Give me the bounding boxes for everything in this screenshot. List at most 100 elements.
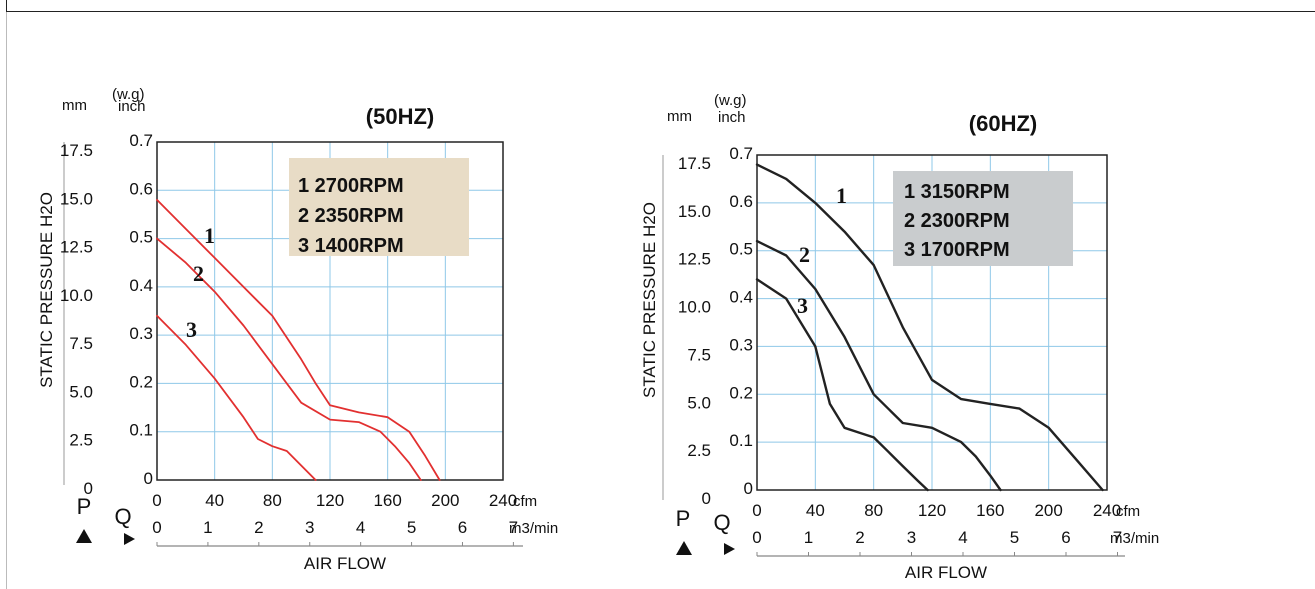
x-tick-m3: 0 bbox=[152, 518, 161, 537]
m3-unit-label: m3/min bbox=[1110, 530, 1159, 547]
x-tick-m3: 7 bbox=[1113, 528, 1122, 547]
y-tick-mm: 0 bbox=[84, 479, 93, 498]
curve-label: 1 bbox=[836, 183, 847, 208]
y-tick-inch: 0 bbox=[744, 479, 753, 498]
curve-label: 2 bbox=[193, 261, 204, 286]
up-triangle-icon bbox=[76, 529, 92, 543]
mm-unit-label: mm bbox=[667, 108, 692, 125]
y-tick-inch: 0.5 bbox=[129, 228, 153, 247]
y-tick-mm: 5.0 bbox=[69, 382, 93, 401]
x-tick-m3: 3 bbox=[305, 518, 314, 537]
x-tick-cfm: 120 bbox=[316, 491, 344, 510]
wg-unit-label: (w.g) bbox=[112, 86, 145, 103]
x-tick-cfm: 40 bbox=[205, 491, 224, 510]
cfm-unit-label: cfm bbox=[513, 493, 537, 510]
y-axis-title: STATIC PRESSURE H2O bbox=[37, 192, 56, 388]
x-tick-cfm: 0 bbox=[152, 491, 161, 510]
legend-entry: 2 2350RPM bbox=[298, 205, 404, 227]
y-tick-mm: 10.0 bbox=[678, 298, 711, 317]
y-tick-inch: 0.6 bbox=[729, 192, 753, 211]
x-tick-m3: 1 bbox=[203, 518, 212, 537]
curve-label: 3 bbox=[186, 317, 197, 342]
x-tick-cfm: 240 bbox=[1093, 501, 1121, 520]
plot-frame bbox=[156, 141, 504, 481]
x-tick-m3: 6 bbox=[1061, 528, 1070, 547]
x-tick-m3: 1 bbox=[804, 528, 813, 547]
y-tick-mm: 7.5 bbox=[69, 334, 93, 353]
curve-series-3 bbox=[755, 278, 929, 492]
inch-unit-label: inch bbox=[718, 109, 746, 126]
curve-series-1 bbox=[755, 163, 1104, 492]
top-frame bbox=[6, 0, 1315, 12]
curve-label: 1 bbox=[204, 223, 215, 248]
legend-entry: 2 2300RPM bbox=[904, 210, 1010, 232]
x-tick-cfm: 160 bbox=[976, 501, 1004, 520]
y-tick-mm: 2.5 bbox=[687, 441, 711, 460]
x-tick-m3: 7 bbox=[509, 518, 518, 537]
y-tick-inch: 0.4 bbox=[129, 276, 153, 295]
right-triangle-icon bbox=[724, 543, 735, 555]
p-label: P bbox=[77, 494, 92, 519]
y-tick-inch: 0.2 bbox=[129, 372, 153, 391]
y-tick-inch: 0.1 bbox=[129, 421, 153, 440]
x-tick-m3: 3 bbox=[907, 528, 916, 547]
curve-series-3 bbox=[156, 314, 317, 481]
y-tick-mm: 17.5 bbox=[60, 141, 93, 160]
x-axis-title: AIR FLOW bbox=[304, 554, 386, 573]
x-tick-cfm: 200 bbox=[1034, 501, 1062, 520]
y-axis-title: STATIC PRESSURE H2O bbox=[640, 202, 659, 398]
x-tick-cfm: 0 bbox=[752, 501, 761, 520]
legend-entry: 3 1700RPM bbox=[904, 239, 1010, 261]
x-tick-cfm: 80 bbox=[263, 491, 282, 510]
chart-title: (50HZ) bbox=[366, 104, 434, 129]
y-tick-inch: 0 bbox=[144, 469, 153, 488]
y-tick-inch: 0.3 bbox=[129, 324, 153, 343]
plot-frame bbox=[756, 154, 1108, 491]
x-tick-m3: 5 bbox=[407, 518, 416, 537]
legend-box bbox=[893, 171, 1073, 266]
chart-60hz: (60HZ) mm (w.g)inch 0.7 0.6 0.5 0.4 0.3 0.2 0.1 0 1… bbox=[640, 92, 1159, 582]
y-tick-inch: 0.1 bbox=[729, 431, 753, 450]
y-tick-mm: 10.0 bbox=[60, 286, 93, 305]
q-label: Q bbox=[114, 504, 131, 529]
chart-title: (60HZ) bbox=[969, 111, 1037, 136]
x-axis-title: AIR FLOW bbox=[905, 563, 987, 582]
y-tick-inch: 0.2 bbox=[729, 383, 753, 402]
chart-50hz: (50HZ) mm (w.g)inch 0.7 0.6 0.5 0.4 0.3 0.2 0.1 0 1… bbox=[37, 86, 558, 573]
curve-label: 2 bbox=[799, 242, 810, 267]
curve-series-2 bbox=[156, 237, 422, 481]
y-tick-mm: 12.5 bbox=[60, 238, 93, 257]
right-triangle-icon bbox=[124, 533, 135, 545]
legend-box bbox=[289, 158, 469, 256]
y-tick-mm: 2.5 bbox=[69, 431, 93, 450]
y-tick-mm: 7.5 bbox=[687, 345, 711, 364]
y-tick-mm: 0 bbox=[702, 489, 711, 508]
curve-series-1 bbox=[156, 199, 441, 481]
wg-unit-label: (w.g) bbox=[714, 92, 747, 109]
x-tick-cfm: 240 bbox=[489, 491, 517, 510]
mm-unit-label: mm bbox=[62, 97, 87, 114]
x-tick-cfm: 200 bbox=[431, 491, 459, 510]
legend-entry: 3 1400RPM bbox=[298, 235, 404, 257]
y-tick-inch: 0.5 bbox=[729, 240, 753, 259]
cfm-unit-label: cfm bbox=[1116, 503, 1140, 520]
y-tick-inch: 0.6 bbox=[129, 179, 153, 198]
x-tick-m3: 4 bbox=[958, 528, 967, 547]
x-tick-m3: 2 bbox=[254, 518, 263, 537]
x-tick-m3: 5 bbox=[1010, 528, 1019, 547]
x-tick-cfm: 160 bbox=[373, 491, 401, 510]
y-tick-mm: 12.5 bbox=[678, 250, 711, 269]
m3-unit-label: m3/min bbox=[509, 520, 558, 537]
x-tick-m3: 4 bbox=[356, 518, 365, 537]
y-tick-inch: 0.7 bbox=[729, 144, 753, 163]
y-tick-mm: 15.0 bbox=[60, 189, 93, 208]
x-tick-cfm: 80 bbox=[864, 501, 883, 520]
y-tick-inch: 0.4 bbox=[729, 288, 753, 307]
y-tick-inch: 0.7 bbox=[129, 131, 153, 150]
x-tick-m3: 6 bbox=[458, 518, 467, 537]
curve-series-2 bbox=[755, 239, 1002, 492]
y-tick-mm: 15.0 bbox=[678, 202, 711, 221]
p-label: P bbox=[676, 506, 691, 531]
x-tick-cfm: 120 bbox=[918, 501, 946, 520]
